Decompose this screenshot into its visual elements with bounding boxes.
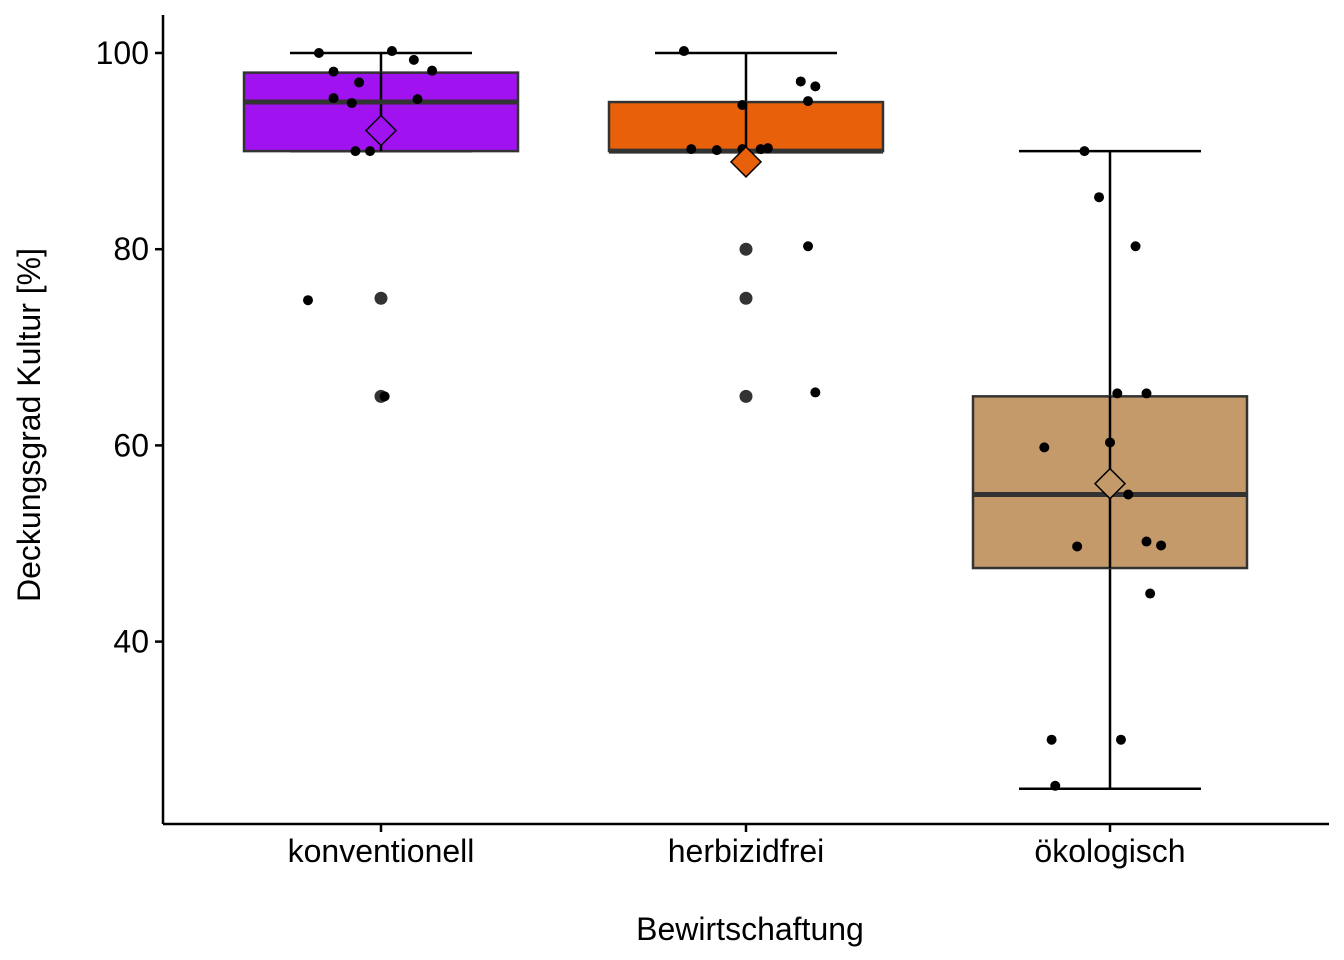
group-2-point-1 (1094, 192, 1105, 203)
group-2-mean-marker (1093, 467, 1127, 500)
group-2-point-8 (1072, 541, 1083, 552)
group-2-point-9 (1141, 536, 1152, 547)
y-tick-label-40: 40 (113, 624, 149, 660)
group-0-point-11 (303, 295, 313, 306)
group-2-point-2 (1130, 241, 1141, 252)
group-2-point-4 (1141, 388, 1152, 399)
group-1-point-9 (762, 143, 773, 154)
group-1-outlier-0 (739, 242, 753, 256)
group-2-point-12 (1046, 734, 1057, 745)
group-1-point-3 (803, 96, 814, 107)
y-tick-label-80: 80 (113, 231, 149, 267)
group-0-point-3 (328, 66, 339, 77)
group-1-point-4 (737, 99, 748, 110)
group-0-point-1 (386, 46, 397, 57)
group-1-point-0 (678, 46, 689, 57)
group-0-point-8 (346, 98, 357, 109)
group-0-point-4 (427, 65, 438, 76)
group-0-point-0 (313, 48, 324, 58)
group-1-outlier-1 (739, 291, 753, 305)
group-0-point-6 (328, 93, 339, 104)
group-1-point-6 (711, 145, 722, 156)
group-1-point-11 (810, 387, 821, 398)
y-axis-title: Deckungsgrad Kultur [%] (11, 248, 47, 602)
group-0-point-7 (412, 94, 423, 105)
group-1-point-10 (803, 241, 814, 252)
plot-area (242, 46, 1249, 791)
group-0-outlier-0 (374, 291, 388, 305)
group-2-point-3 (1112, 388, 1123, 399)
axes: 40 60 80 100 konventionell herbizidfrei ökolog… (96, 35, 1186, 869)
group-0-point-12 (379, 391, 390, 402)
group-1-point-5 (686, 144, 697, 155)
x-tick-label-1: herbizidfrei (668, 833, 825, 869)
y-tick-label-100: 100 (96, 35, 149, 71)
group-0-mean-marker (364, 114, 398, 147)
group-2-point-13 (1115, 734, 1126, 745)
group-0-point-2 (408, 54, 419, 65)
group-1-point-2 (810, 81, 821, 92)
group-1-point-1 (795, 76, 806, 87)
group-1-point-8 (755, 144, 766, 155)
group-2-point-14 (1050, 780, 1061, 791)
group-2-point-7 (1123, 489, 1134, 500)
x-tick-label-0: konventionell (288, 833, 475, 869)
group-2-point-11 (1145, 588, 1156, 599)
group-2-point-5 (1039, 442, 1050, 453)
group-2-point-6 (1105, 437, 1115, 448)
y-tick-label-60: 60 (113, 427, 149, 463)
group-2-point-10 (1156, 540, 1167, 551)
group-0-point-5 (354, 77, 365, 88)
x-tick-label-2: ökologisch (1034, 833, 1185, 869)
group-1-outlier-2 (739, 389, 753, 403)
group-0-point-9 (350, 146, 361, 157)
group-2-point-0 (1079, 146, 1090, 157)
group-0-point-10 (365, 146, 376, 157)
x-axis-title: Bewirtschaftung (636, 911, 864, 947)
group-1-mean-marker (729, 145, 763, 178)
